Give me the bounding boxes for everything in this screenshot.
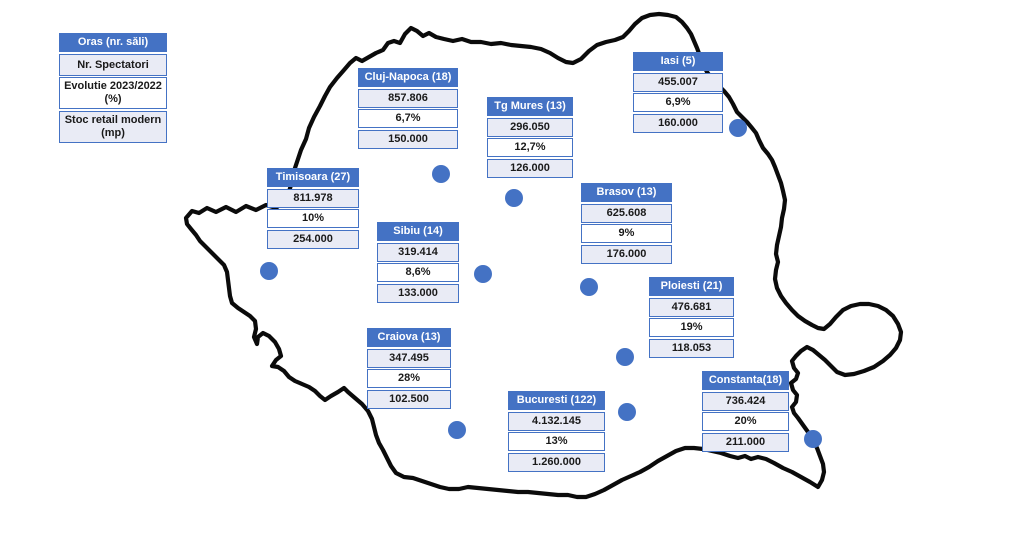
city-dot-brasov (580, 278, 598, 296)
city-spectators: 811.978 (267, 188, 359, 208)
city-retail-stock: 211.000 (702, 432, 789, 452)
city-dot-constanta (804, 430, 822, 448)
city-dot-iasi (729, 119, 747, 137)
city-evolution: 28% (367, 369, 451, 388)
city-spectators: 319.414 (377, 242, 459, 262)
city-box-constanta: Constanta(18) 736.424 20% 211.000 (702, 371, 789, 452)
city-evolution: 9% (581, 224, 672, 243)
city-box-brasov: Brasov (13) 625.608 9% 176.000 (581, 183, 672, 264)
city-box-tg-mures: Tg Mures (13) 296.050 12,7% 126.000 (487, 97, 573, 178)
city-box-bucuresti: Bucuresti (122) 4.132.145 13% 1.260.000 (508, 391, 605, 472)
legend-row-evolution: Evolutie 2023/2022 (%) (59, 77, 167, 109)
city-box-sibiu: Sibiu (14) 319.414 8,6% 133.000 (377, 222, 459, 303)
city-evolution: 10% (267, 209, 359, 228)
city-retail-stock: 133.000 (377, 283, 459, 303)
city-dot-tg-mures (505, 189, 523, 207)
legend-row-spectators: Nr. Spectatori (59, 53, 167, 76)
city-evolution: 19% (649, 318, 734, 337)
city-dot-bucuresti (618, 403, 636, 421)
city-retail-stock: 118.053 (649, 338, 734, 358)
city-evolution: 6,7% (358, 109, 458, 128)
city-dot-ploiesti (616, 348, 634, 366)
legend-header: Oras (nr. săli) (59, 33, 167, 52)
city-spectators: 476.681 (649, 297, 734, 317)
city-evolution: 8,6% (377, 263, 459, 282)
city-box-ploiesti: Ploiesti (21) 476.681 19% 118.053 (649, 277, 734, 358)
city-spectators: 347.495 (367, 348, 451, 368)
city-retail-stock: 176.000 (581, 244, 672, 264)
city-retail-stock: 1.260.000 (508, 452, 605, 472)
city-title: Timisoara (27) (267, 168, 359, 187)
city-retail-stock: 254.000 (267, 229, 359, 249)
city-spectators: 455.007 (633, 72, 723, 92)
city-dot-sibiu (474, 265, 492, 283)
city-title: Ploiesti (21) (649, 277, 734, 296)
city-box-cluj-napoca: Cluj-Napoca (18) 857.806 6,7% 150.000 (358, 68, 458, 149)
legend-row-stock: Stoc retail modern (mp) (59, 110, 167, 143)
city-evolution: 12,7% (487, 138, 573, 157)
city-dot-timisoara (260, 262, 278, 280)
city-spectators: 625.608 (581, 203, 672, 223)
city-title: Tg Mures (13) (487, 97, 573, 116)
city-title: Sibiu (14) (377, 222, 459, 241)
city-spectators: 736.424 (702, 391, 789, 411)
city-retail-stock: 150.000 (358, 129, 458, 149)
city-dot-craiova (448, 421, 466, 439)
city-title: Craiova (13) (367, 328, 451, 347)
city-box-craiova: Craiova (13) 347.495 28% 102.500 (367, 328, 451, 409)
city-retail-stock: 102.500 (367, 389, 451, 409)
romania-map-outline (183, 11, 904, 500)
city-spectators: 4.132.145 (508, 411, 605, 431)
city-evolution: 13% (508, 432, 605, 451)
city-box-iasi: Iasi (5) 455.007 6,9% 160.000 (633, 52, 723, 133)
city-title: Iasi (5) (633, 52, 723, 71)
city-dot-cluj-napoca (432, 165, 450, 183)
city-spectators: 857.806 (358, 88, 458, 108)
city-evolution: 20% (702, 412, 789, 431)
city-evolution: 6,9% (633, 93, 723, 112)
city-title: Constanta(18) (702, 371, 789, 390)
city-box-timisoara: Timisoara (27) 811.978 10% 254.000 (267, 168, 359, 249)
city-title: Bucuresti (122) (508, 391, 605, 410)
legend-box: Oras (nr. săli) Nr. Spectatori Evolutie … (59, 33, 167, 143)
city-title: Cluj-Napoca (18) (358, 68, 458, 87)
city-spectators: 296.050 (487, 117, 573, 137)
city-retail-stock: 126.000 (487, 158, 573, 178)
city-retail-stock: 160.000 (633, 113, 723, 133)
city-title: Brasov (13) (581, 183, 672, 202)
